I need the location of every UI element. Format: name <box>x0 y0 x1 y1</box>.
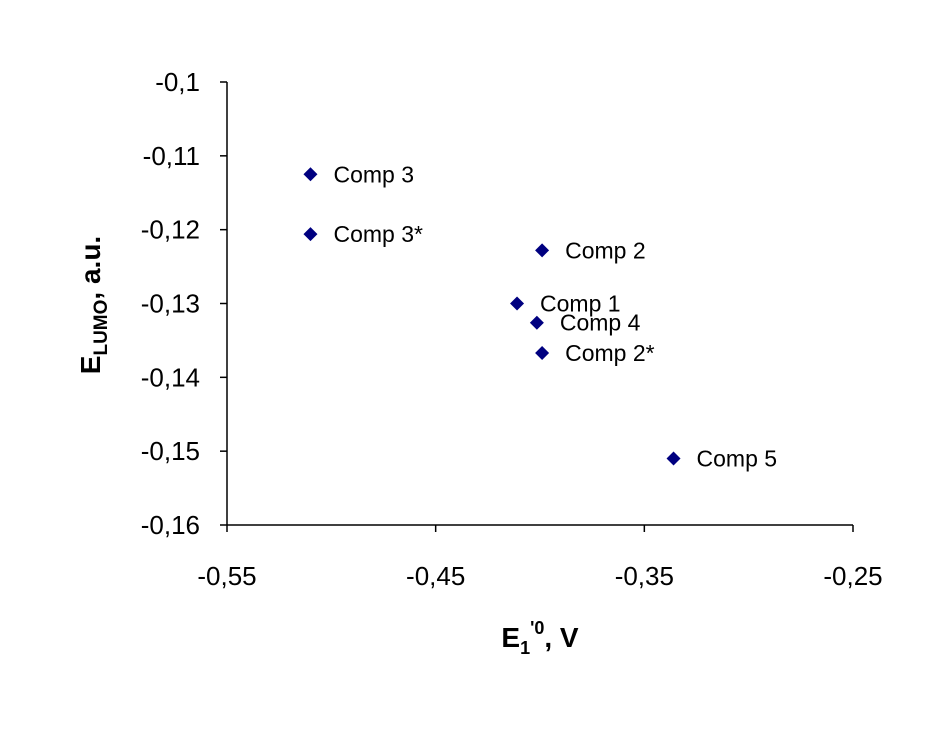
data-point-marker <box>303 167 318 182</box>
data-point-marker <box>535 345 550 360</box>
data-point-label: Comp 5 <box>697 446 778 472</box>
x-tick-label: -0,55 <box>197 561 256 591</box>
data-point-label: Comp 4 <box>560 310 641 336</box>
x-axis-title: E1'0, V <box>501 618 579 658</box>
data-point-label: Comp 3 <box>333 161 414 187</box>
x-tick-label: -0,25 <box>823 561 882 591</box>
data-point-label: Comp 1 <box>540 291 621 317</box>
y-axis-ticks: -0,1 -0,11 -0,12 -0,13 -0,14 -0,15 -0,16 <box>141 67 227 540</box>
x-tick-label: -0,35 <box>615 561 674 591</box>
y-tick-label: -0,15 <box>141 436 200 466</box>
data-point-marker <box>529 315 544 330</box>
data-point-label: Comp 2 <box>565 237 646 263</box>
y-axis-title: ELUMO, a.u. <box>75 236 112 374</box>
y-tick-label: -0,16 <box>141 510 200 540</box>
data-point-label: Comp 3* <box>333 221 423 247</box>
data-point-marker <box>303 227 318 242</box>
data-point-marker <box>535 243 550 258</box>
x-axis-ticks: -0,55 -0,45 -0,35 -0,25 <box>197 525 883 591</box>
y-tick-label: -0,13 <box>141 289 200 319</box>
data-point-marker <box>510 296 525 311</box>
y-tick-label: -0,14 <box>141 362 200 392</box>
x-tick-label: -0,45 <box>406 561 465 591</box>
y-tick-label: -0,12 <box>141 215 200 245</box>
y-tick-label: -0,11 <box>143 141 200 171</box>
y-tick-label: -0,1 <box>155 67 200 97</box>
data-point-marker <box>666 451 681 466</box>
data-point-label: Comp 2* <box>565 340 655 366</box>
